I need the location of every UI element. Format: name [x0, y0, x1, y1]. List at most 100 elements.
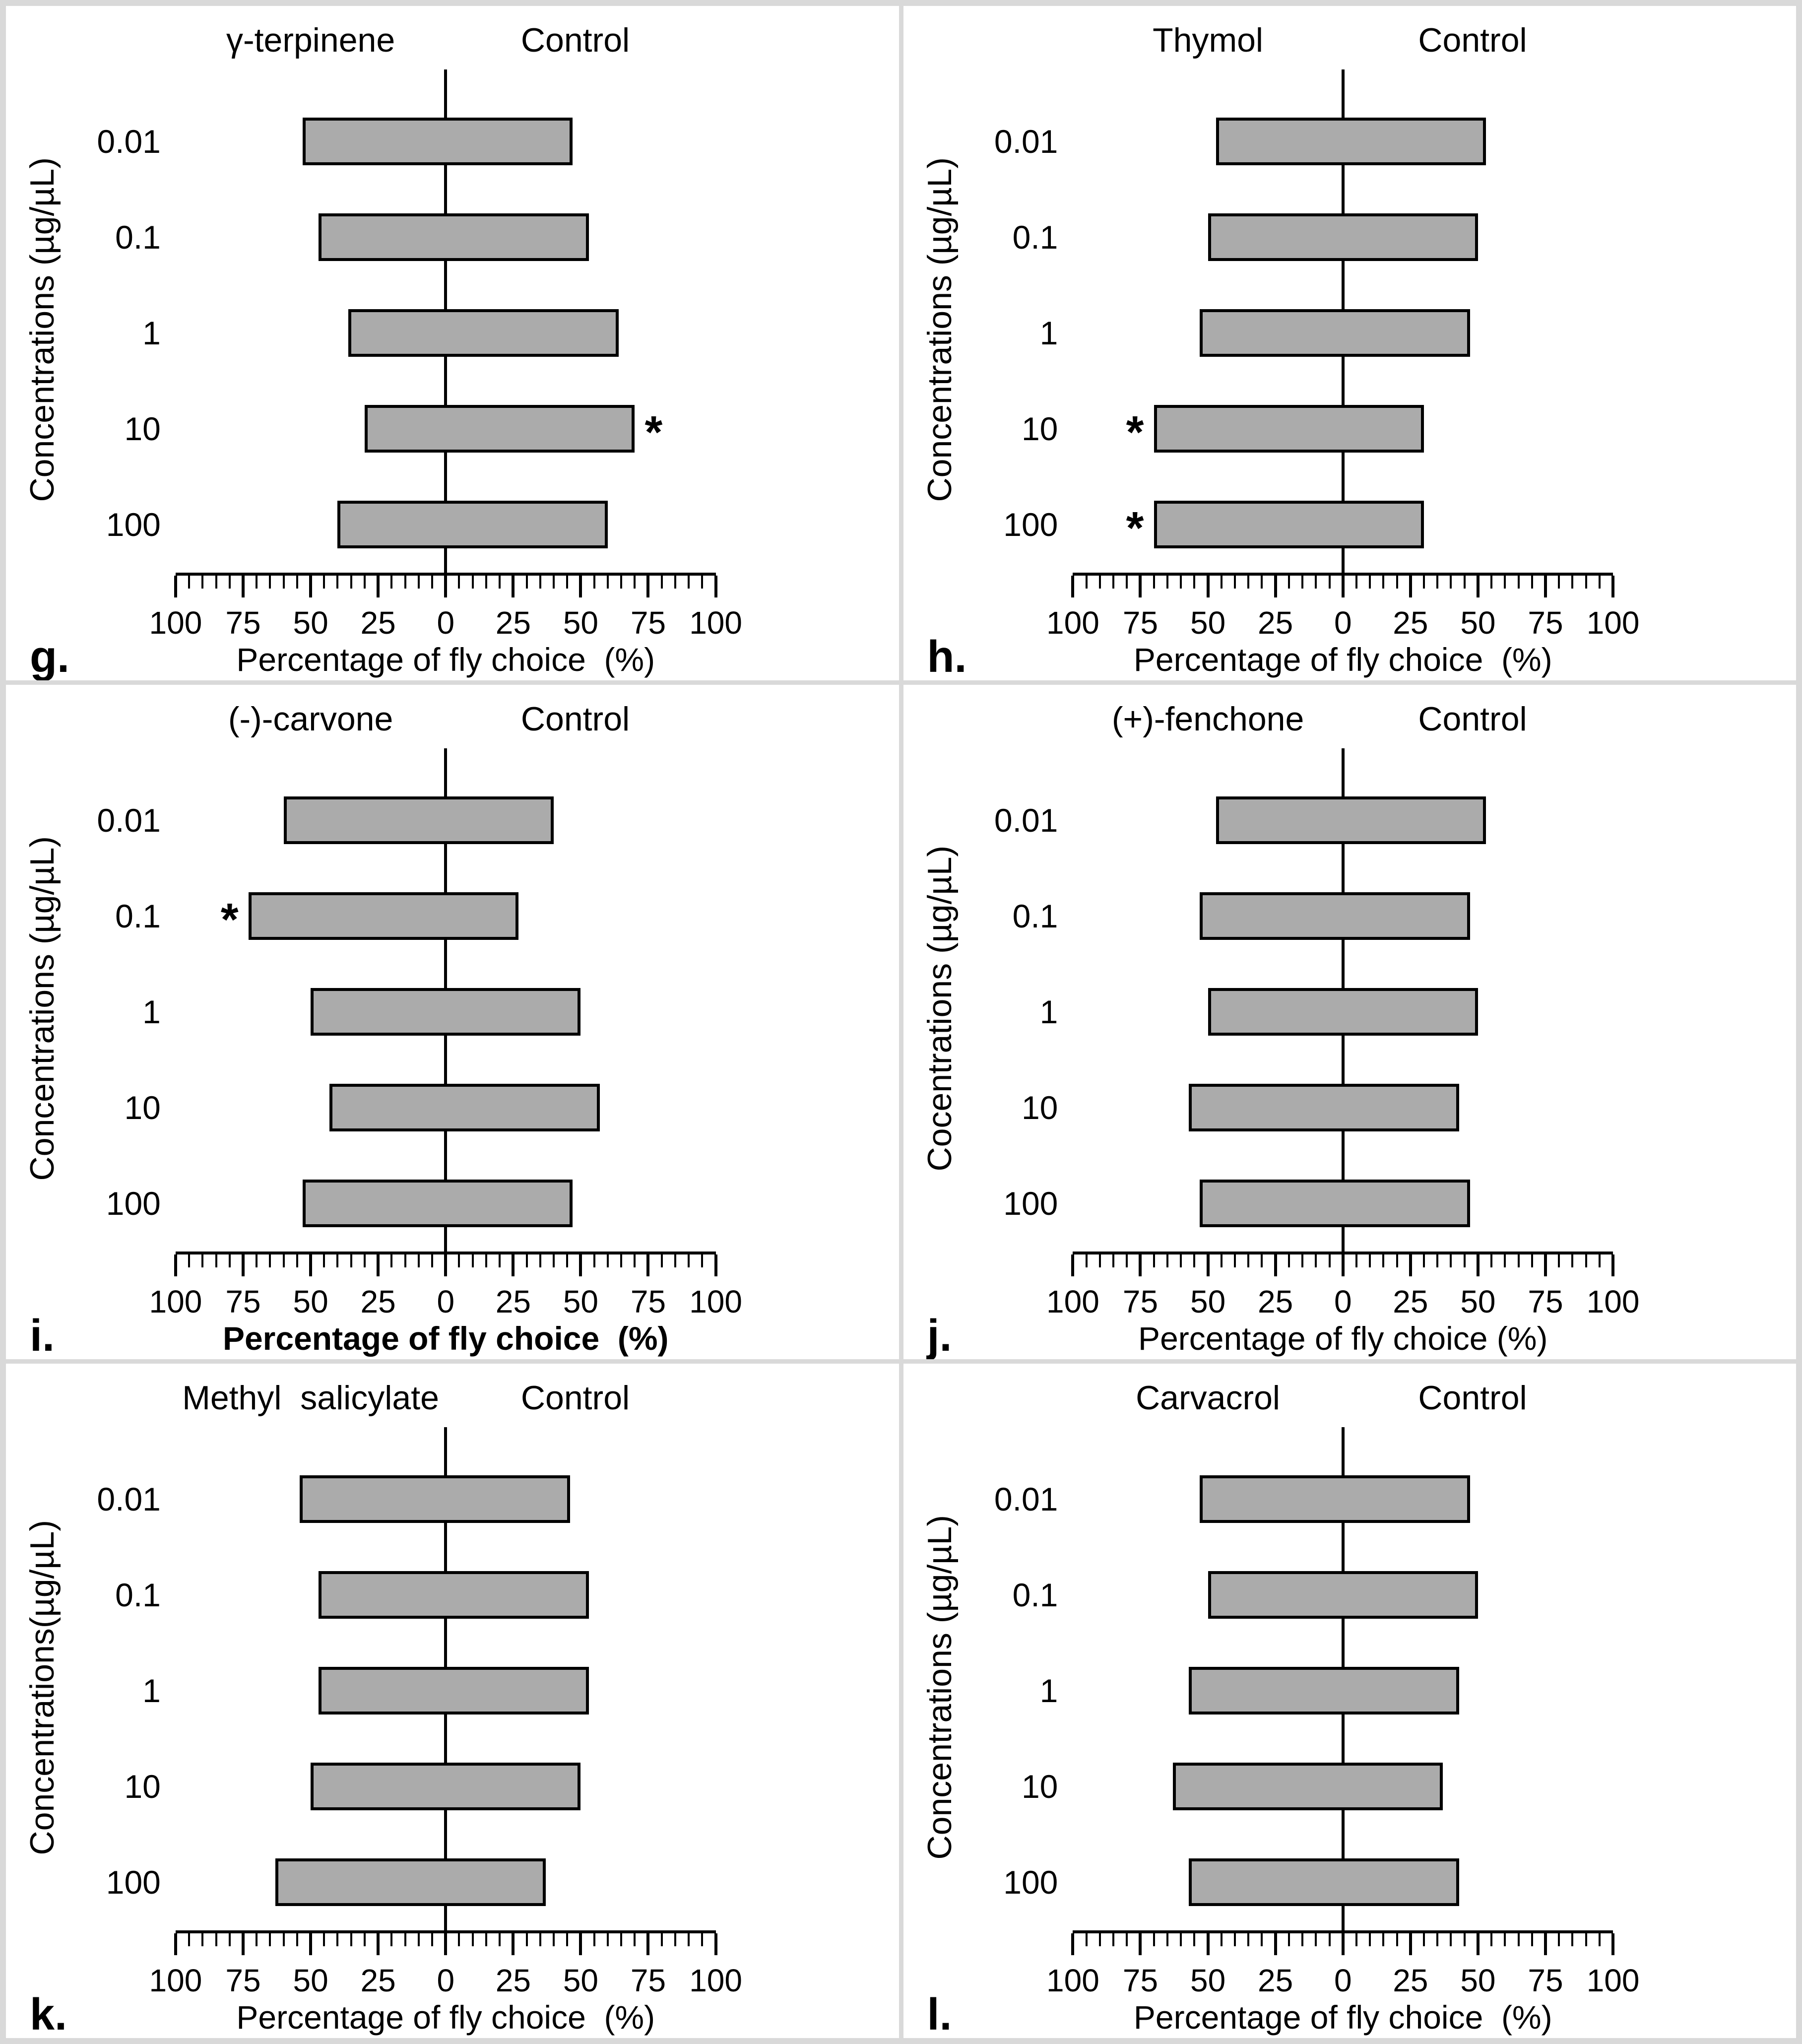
choice-bar	[364, 404, 635, 453]
x-axis-ruler	[1071, 1930, 1615, 1955]
x-tick-label: 50	[563, 604, 598, 641]
minor-tick	[1315, 1933, 1317, 1946]
major-tick	[579, 1933, 582, 1955]
x-tick-label: 50	[563, 1962, 598, 1998]
minor-tick	[1558, 575, 1560, 589]
minor-tick	[1287, 1254, 1290, 1267]
minor-tick	[1153, 1254, 1155, 1267]
choice-bar	[311, 1762, 581, 1811]
y-axis-label: Concentrations (µg/µL)	[920, 1515, 959, 1860]
concentration-tick-label: 1	[142, 993, 161, 1031]
minor-tick	[417, 575, 420, 589]
title-row: (+)-fenchone Control	[1073, 700, 1613, 740]
minor-tick	[1085, 575, 1088, 589]
major-tick	[1611, 1254, 1615, 1276]
minor-tick	[1112, 1933, 1115, 1946]
minor-tick	[539, 575, 541, 589]
minor-tick	[282, 575, 285, 589]
major-tick	[1476, 575, 1480, 597]
major-tick	[309, 1933, 313, 1955]
minor-tick	[256, 1254, 258, 1267]
minor-tick	[1085, 1933, 1088, 1946]
minor-tick	[390, 1933, 393, 1946]
major-tick	[174, 1254, 177, 1276]
minor-tick	[566, 1254, 569, 1267]
major-tick	[309, 1254, 313, 1276]
minor-tick	[431, 575, 434, 589]
x-tick-label: 100	[689, 1962, 742, 1998]
minor-tick	[525, 1933, 528, 1946]
concentration-tick-label: 10	[124, 1768, 161, 1805]
choice-bar	[319, 1571, 589, 1619]
x-axis-label: Percentage of fly choice (%)	[1133, 1998, 1552, 2036]
minor-tick	[471, 575, 474, 589]
x-tick-label: 75	[1528, 604, 1563, 641]
minor-tick	[525, 1254, 528, 1267]
minor-tick	[1369, 1933, 1371, 1946]
treatment-title: Methyl salicylate	[182, 1379, 439, 1417]
panel-letter: l.	[927, 1990, 952, 2038]
x-tick-label: 100	[149, 1283, 202, 1319]
minor-tick	[1436, 575, 1439, 589]
choice-bar	[329, 1083, 600, 1132]
minor-tick	[1531, 1254, 1533, 1267]
minor-tick	[1396, 575, 1398, 589]
minor-tick	[1180, 1933, 1182, 1946]
minor-tick	[1463, 575, 1466, 589]
control-title: Control	[1418, 1379, 1527, 1417]
major-tick	[714, 1254, 717, 1276]
minor-tick	[1382, 1254, 1385, 1267]
minor-tick	[431, 1933, 434, 1946]
y-axis-label: Concentrations (µg/µL)	[920, 157, 959, 502]
x-tick-label: 0	[1334, 604, 1352, 641]
treatment-title: Thymol	[1153, 21, 1264, 59]
minor-tick	[634, 1933, 636, 1946]
minor-tick	[269, 575, 271, 589]
choice-bar	[319, 213, 589, 262]
minor-tick	[1423, 575, 1425, 589]
major-tick	[1611, 575, 1615, 597]
minor-tick	[1328, 1933, 1331, 1946]
minor-tick	[256, 1933, 258, 1946]
x-tick-label: 50	[1190, 604, 1226, 641]
minor-tick	[660, 1933, 663, 1946]
x-tick-label: 75	[225, 604, 261, 641]
concentration-tick-label: 100	[106, 1185, 161, 1222]
minor-tick	[1517, 1254, 1520, 1267]
major-tick	[1476, 1933, 1480, 1955]
x-tick-label: 50	[1460, 1283, 1496, 1319]
x-tick-label: 50	[293, 1283, 328, 1319]
major-tick	[377, 1254, 380, 1276]
treatment-title: (-)-carvone	[228, 700, 393, 738]
panel-h: Thymol Control Concentrations (µg/µL) 0.…	[903, 6, 1796, 680]
minor-tick	[417, 1933, 420, 1946]
x-tick-label: 100	[1586, 1962, 1640, 1998]
minor-tick	[201, 1254, 204, 1267]
minor-tick	[1585, 1254, 1587, 1267]
x-tick-label: 25	[360, 604, 396, 641]
x-tick-label: 100	[1046, 1283, 1099, 1319]
major-tick	[1206, 1254, 1210, 1276]
choice-bar	[1200, 309, 1470, 357]
minor-tick	[1220, 575, 1223, 589]
minor-tick	[1571, 1254, 1574, 1267]
major-tick	[1409, 575, 1412, 597]
title-row: Carvacrol Control	[1073, 1379, 1613, 1419]
minor-tick	[674, 1933, 676, 1946]
minor-tick	[282, 1933, 285, 1946]
choice-bar	[1154, 404, 1424, 453]
x-axis-label: Percentage of fly choice (%)	[222, 1319, 669, 1357]
minor-tick	[701, 1933, 704, 1946]
minor-tick	[552, 1933, 555, 1946]
concentration-tick-label: 1	[1039, 1672, 1058, 1710]
minor-tick	[431, 1254, 434, 1267]
minor-tick	[282, 1254, 285, 1267]
x-tick-label: 50	[1190, 1283, 1226, 1319]
significance-asterisk: *	[1126, 407, 1144, 458]
minor-tick	[458, 1254, 460, 1267]
minor-tick	[336, 1933, 339, 1946]
major-tick	[174, 575, 177, 597]
choice-bar	[1200, 892, 1470, 940]
minor-tick	[1301, 1254, 1304, 1267]
minor-tick	[1355, 1933, 1357, 1946]
